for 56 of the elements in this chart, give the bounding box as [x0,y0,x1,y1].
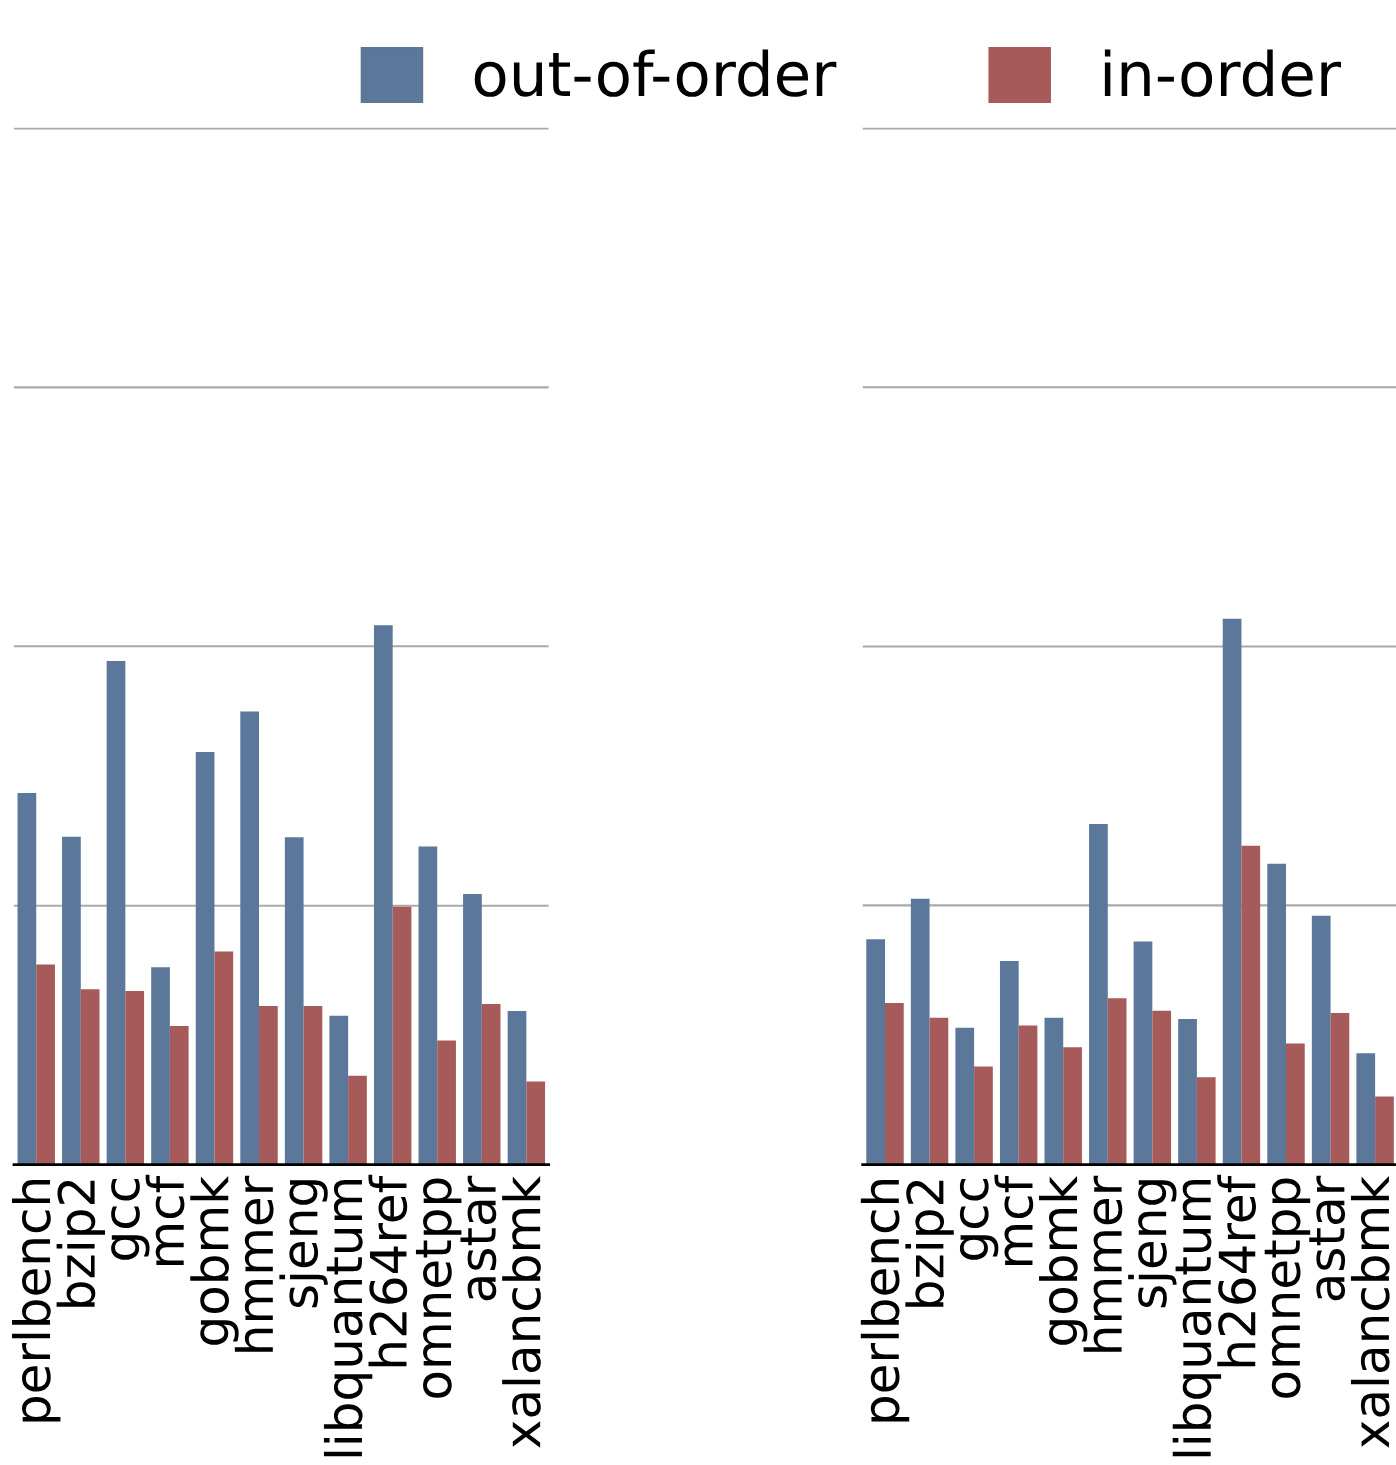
bar [303,1006,323,1165]
bar [1089,824,1108,1165]
bar [1196,1077,1216,1165]
bar [195,752,215,1165]
bar [1330,1012,1350,1165]
x-tick-label: xalancbmk [1350,1175,1390,1448]
bar [1222,618,1242,1165]
x-tick-label: omnetpp [415,1178,462,1398]
bar [866,939,886,1165]
bar [36,964,55,1165]
bar [214,951,234,1165]
x-tick-label: astar [1309,1175,1346,1301]
bar [1063,1047,1082,1165]
bar [1311,915,1331,1165]
bar [348,1075,367,1165]
bar [1133,941,1153,1165]
bar [437,1040,456,1165]
bar [1241,845,1261,1165]
bar [106,660,126,1165]
bar [974,1066,993,1165]
x-tick-label: xalancbmk [502,1175,541,1448]
x-tick-label: astar [460,1175,497,1301]
bar [151,967,170,1165]
bar [1018,1025,1038,1165]
bar [481,1003,501,1165]
bar [885,1003,904,1165]
bar [373,625,393,1165]
bar [259,1006,278,1165]
bar [463,893,482,1165]
bar [1286,1043,1305,1165]
bar [62,836,81,1165]
bar [955,1027,975,1165]
bar [240,711,260,1165]
bar [80,989,100,1165]
x-tick-label: omnetpp [1264,1178,1311,1398]
bar [329,1015,349,1165]
bar [999,961,1019,1165]
bar [17,793,37,1165]
bar [1152,1010,1172,1165]
bar [284,837,304,1165]
bar [1375,1096,1394,1165]
bar [418,846,438,1165]
bar [1107,998,1127,1165]
bar [1356,1053,1376,1165]
legend-label: in-order [1104,49,1341,97]
bar [169,1026,189,1165]
legend-label: out-of-order [474,49,837,97]
bar [1178,1018,1197,1165]
bar [1267,863,1287,1165]
bar [392,906,412,1165]
bar [526,1081,546,1165]
bar [910,898,930,1165]
bar [507,1010,527,1165]
bar [1044,1017,1064,1165]
bar [125,990,145,1165]
bar [929,1017,949,1165]
